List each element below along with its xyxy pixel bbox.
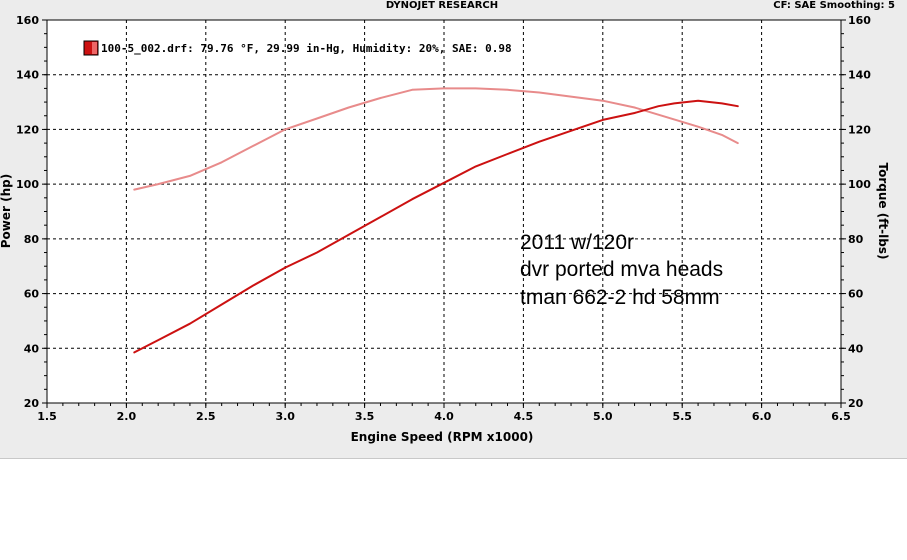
y-tick-label: 140 xyxy=(16,69,39,82)
y2-tick-label: 160 xyxy=(848,14,871,27)
y-tick-label: 20 xyxy=(24,397,40,410)
series-lines xyxy=(133,87,739,354)
x-tick-label: 5.0 xyxy=(593,410,613,423)
y2-tick-label: 120 xyxy=(848,123,871,136)
x-tick-label: 3.0 xyxy=(275,410,295,423)
grid-lines xyxy=(47,20,841,403)
x-tick-label: 2.5 xyxy=(196,410,216,423)
dyno-chart: DYNOJET RESEARCH CF: SAE Smoothing: 5 1.… xyxy=(0,0,895,444)
torque-curve xyxy=(133,87,739,191)
power-curve xyxy=(133,99,739,354)
y-tick-label: 120 xyxy=(16,123,39,136)
divider xyxy=(0,458,907,459)
y-tick-label: 80 xyxy=(24,233,40,246)
y2-tick-label: 40 xyxy=(848,342,864,355)
legend-entry: 100-5_002.drf: 79.76 °F, 29.99 in-Hg, Hu… xyxy=(101,42,512,55)
annotation-line-3: tman 662-2 hd 58mm xyxy=(520,286,720,309)
y2-tick-label: 140 xyxy=(848,69,871,82)
y2-axis-label: Torque (ft-lbs) xyxy=(876,163,890,260)
x-axis-label: Engine Speed (RPM x1000) xyxy=(351,430,534,444)
y-axis-label: Power (hp) xyxy=(0,174,13,248)
x-tick-label: 2.0 xyxy=(117,410,137,423)
x-tick-label: 3.5 xyxy=(355,410,375,423)
chart-frame: DYNOJET RESEARCH CF: SAE Smoothing: 5 1.… xyxy=(0,0,907,458)
legend-swatch-highlight xyxy=(92,42,97,54)
axis-ticks xyxy=(42,19,846,408)
y-tick-label: 60 xyxy=(24,288,40,301)
legend: 100-5_002.drf: 79.76 °F, 29.99 in-Hg, Hu… xyxy=(83,40,512,56)
y2-tick-label: 20 xyxy=(848,397,864,410)
annotation-line-2: dvr ported mva heads xyxy=(520,258,723,281)
annotation: 2011 w/120r dvr ported mva heads tman 66… xyxy=(520,231,723,309)
x-tick-label: 5.5 xyxy=(672,410,692,423)
chart-header-settings: CF: SAE Smoothing: 5 xyxy=(773,0,895,11)
y-tick-label: 160 xyxy=(16,14,39,27)
y2-tick-label: 80 xyxy=(848,233,864,246)
annotation-line-1: 2011 w/120r xyxy=(520,231,634,254)
x-tick-label: 6.5 xyxy=(831,410,851,423)
y-tick-label: 40 xyxy=(24,342,40,355)
chart-header-title: DYNOJET RESEARCH xyxy=(386,0,498,11)
x-tick-label: 6.0 xyxy=(752,410,772,423)
x-tick-label: 1.5 xyxy=(37,410,57,423)
x-tick-label: 4.5 xyxy=(514,410,534,423)
y2-tick-label: 100 xyxy=(848,178,871,191)
y2-tick-label: 60 xyxy=(848,288,864,301)
y-tick-label: 100 xyxy=(16,178,39,191)
x-tick-label: 4.0 xyxy=(434,410,454,423)
